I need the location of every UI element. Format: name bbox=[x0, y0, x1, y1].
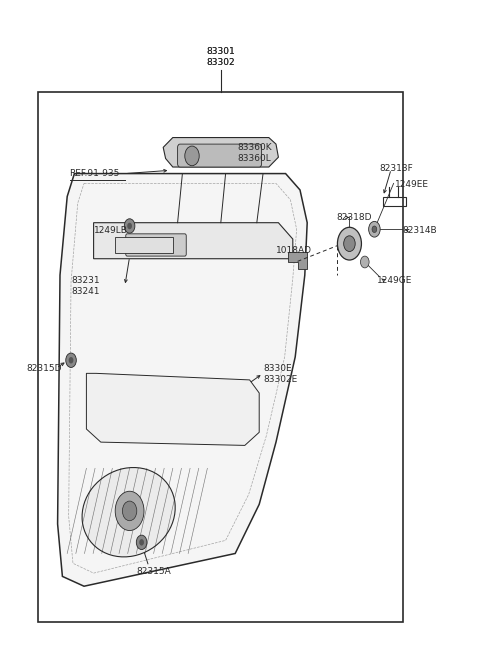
Polygon shape bbox=[163, 138, 278, 167]
Polygon shape bbox=[288, 252, 307, 269]
Text: 83241: 83241 bbox=[71, 287, 99, 296]
Polygon shape bbox=[58, 174, 307, 586]
Polygon shape bbox=[115, 237, 173, 253]
Text: 83231: 83231 bbox=[71, 276, 100, 285]
Text: 83302: 83302 bbox=[206, 58, 235, 67]
FancyBboxPatch shape bbox=[178, 144, 262, 167]
Circle shape bbox=[369, 221, 380, 237]
Circle shape bbox=[136, 535, 147, 550]
Text: 83302: 83302 bbox=[206, 58, 235, 67]
Text: 83301: 83301 bbox=[206, 47, 235, 56]
Circle shape bbox=[360, 256, 369, 268]
Text: 82313F: 82313F bbox=[379, 164, 413, 174]
Text: 83360K: 83360K bbox=[238, 143, 272, 152]
Circle shape bbox=[372, 226, 377, 233]
Text: 83302E: 83302E bbox=[263, 375, 297, 384]
Bar bbox=[38, 92, 403, 622]
Circle shape bbox=[127, 223, 132, 229]
Text: 1249GE: 1249GE bbox=[377, 276, 412, 285]
Text: 1249EE: 1249EE bbox=[395, 180, 429, 189]
Polygon shape bbox=[86, 373, 259, 445]
Circle shape bbox=[124, 219, 135, 233]
Circle shape bbox=[115, 491, 144, 531]
Polygon shape bbox=[94, 223, 293, 259]
Text: 82315D: 82315D bbox=[26, 364, 62, 373]
Text: 1018AD: 1018AD bbox=[276, 246, 312, 255]
Text: 82318D: 82318D bbox=[336, 213, 372, 222]
Circle shape bbox=[122, 501, 137, 521]
Circle shape bbox=[69, 357, 73, 364]
FancyBboxPatch shape bbox=[126, 234, 186, 256]
Circle shape bbox=[139, 539, 144, 546]
Text: 82314B: 82314B bbox=[402, 226, 437, 235]
Circle shape bbox=[337, 227, 361, 260]
Text: 83360L: 83360L bbox=[238, 154, 271, 163]
Circle shape bbox=[66, 353, 76, 367]
Circle shape bbox=[344, 236, 355, 252]
Text: 8330E: 8330E bbox=[263, 364, 292, 373]
Text: 82315A: 82315A bbox=[137, 567, 171, 576]
Text: 1249LB: 1249LB bbox=[94, 226, 128, 235]
Text: 83301: 83301 bbox=[206, 47, 235, 56]
Circle shape bbox=[185, 146, 199, 166]
Text: REF.91-935: REF.91-935 bbox=[70, 169, 120, 178]
Ellipse shape bbox=[82, 468, 175, 557]
